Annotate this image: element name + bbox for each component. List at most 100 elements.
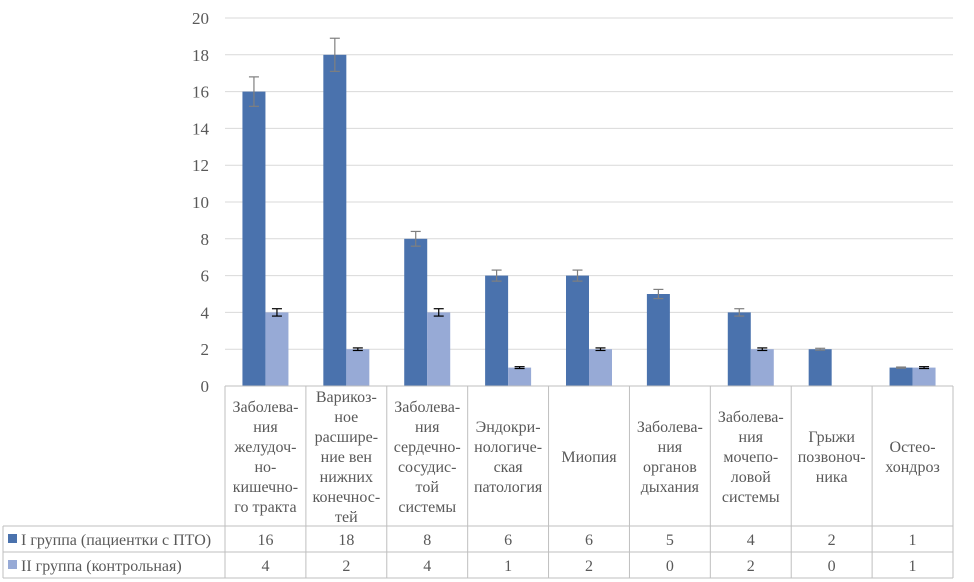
error-bar bbox=[595, 347, 606, 352]
category-label-line: Заболева- bbox=[394, 399, 460, 416]
category-label-line: ская bbox=[494, 459, 524, 476]
table-cell: 2 bbox=[585, 558, 593, 575]
category-label-line: но- bbox=[254, 459, 276, 476]
category-label-line: нижних bbox=[320, 469, 373, 486]
y-tick-label: 6 bbox=[201, 267, 210, 286]
table-cell: 2 bbox=[828, 532, 836, 549]
category-label-line: Остео- bbox=[890, 439, 936, 456]
y-tick-label: 14 bbox=[192, 119, 210, 138]
category-label-line: ловой bbox=[731, 469, 771, 486]
legend-key bbox=[8, 560, 17, 569]
bar bbox=[750, 349, 774, 386]
category-label-line: той bbox=[416, 479, 440, 496]
error-bar bbox=[271, 308, 282, 317]
y-tick-label: 4 bbox=[201, 303, 210, 322]
y-tick-label: 10 bbox=[192, 193, 209, 212]
category-label-line: мочепо- bbox=[723, 449, 778, 466]
bar bbox=[589, 349, 612, 386]
error-bar bbox=[815, 347, 826, 351]
bar bbox=[404, 238, 428, 386]
category-label: Остео-хондроз bbox=[885, 439, 939, 476]
bar bbox=[242, 91, 266, 386]
bar bbox=[566, 275, 589, 386]
category-label-line: расшире- bbox=[315, 429, 379, 446]
table-cell: 0 bbox=[828, 558, 836, 575]
category-label-line: желудоч- bbox=[233, 439, 296, 456]
category-label: Заболева-ния сердечно-сосудис-той системы bbox=[394, 399, 461, 516]
category-label-line: ника bbox=[816, 469, 848, 486]
category-label-line: конечнос- bbox=[312, 489, 380, 506]
error-bar bbox=[352, 347, 363, 352]
y-tick-label: 12 bbox=[192, 156, 209, 175]
category-label-line: Заболева- bbox=[718, 409, 784, 426]
y-tick-label: 8 bbox=[201, 230, 210, 249]
bar bbox=[427, 312, 451, 386]
table-cell: 4 bbox=[261, 558, 269, 575]
table-cell: 0 bbox=[666, 558, 674, 575]
data-table: Заболева-ния желудоч-но-кишечно-го тракта… bbox=[2, 385, 954, 579]
error-bar bbox=[248, 76, 259, 107]
category-label-line: тей bbox=[335, 509, 358, 526]
category-label: Миопия bbox=[561, 449, 617, 466]
bar bbox=[508, 367, 532, 386]
y-axis: 0 2 4 6 8 10 12 14 16 18 20 bbox=[192, 9, 210, 396]
y-tick-label: 0 bbox=[201, 377, 210, 396]
bar bbox=[727, 312, 751, 386]
bar bbox=[889, 367, 913, 386]
category-label-line: дыхания bbox=[641, 479, 700, 496]
error-bar bbox=[919, 366, 930, 370]
category-label-line: Миопия bbox=[561, 449, 617, 466]
table-cell: 4 bbox=[747, 532, 755, 549]
category-label-line: Варикоз- bbox=[316, 389, 377, 406]
category-label-line: патология bbox=[474, 479, 543, 496]
y-tick-label: 2 bbox=[201, 340, 210, 359]
category-label: Варикоз-ное расшире-ние вен нижних конечнос… bbox=[312, 389, 380, 526]
category-label-line: системы bbox=[722, 489, 780, 506]
category-label-line: нологиче- bbox=[474, 439, 542, 456]
table-cell: 1 bbox=[504, 558, 512, 575]
category-label-line: го тракта bbox=[234, 499, 296, 516]
category-label-line: ния bbox=[658, 439, 683, 456]
bar bbox=[808, 349, 832, 386]
category-label-line: ния bbox=[415, 419, 440, 436]
error-bar bbox=[734, 308, 745, 317]
category-label: Заболева-ния органов дыхания bbox=[637, 419, 703, 496]
table-cell: 4 bbox=[423, 558, 431, 575]
error-bar bbox=[491, 269, 502, 282]
bar bbox=[646, 294, 670, 386]
category-label-line: ние вен bbox=[321, 449, 373, 466]
category-label: Заболева-ния желудоч-но-кишечно-го тракта bbox=[232, 399, 298, 516]
category-label: Эндокри-нологиче-ская патология bbox=[474, 419, 543, 496]
table-cell: 5 bbox=[666, 532, 674, 549]
y-tick-label: 20 bbox=[192, 9, 209, 28]
category-label-line: хондроз bbox=[885, 459, 939, 476]
bar bbox=[912, 367, 936, 386]
bars bbox=[242, 54, 936, 387]
legend-key bbox=[8, 534, 17, 543]
table-cell: 6 bbox=[585, 532, 593, 549]
category-label-line: ное bbox=[334, 409, 358, 426]
error-bars bbox=[248, 37, 930, 370]
category-label-line: системы bbox=[398, 499, 456, 516]
category-label: Грыжи позвоноч-ника bbox=[798, 429, 866, 486]
error-bar bbox=[410, 230, 421, 247]
y-tick-label: 16 bbox=[192, 83, 209, 102]
category-label-line: Заболева- bbox=[232, 399, 298, 416]
bar bbox=[323, 54, 347, 387]
legend-label: II группа (контрольная) bbox=[21, 558, 182, 575]
category-label-line: органов bbox=[643, 459, 697, 476]
category-label-line: кишечно- bbox=[233, 479, 298, 496]
bar bbox=[346, 349, 370, 386]
y-tick-label: 18 bbox=[192, 46, 209, 65]
error-bar bbox=[514, 366, 525, 370]
table-cell: 16 bbox=[257, 532, 273, 549]
table-cell: 6 bbox=[504, 532, 512, 549]
category-label: Заболева-ния мочепо-ловой системы bbox=[718, 409, 784, 506]
error-bar bbox=[896, 366, 907, 369]
table-cell: 8 bbox=[423, 532, 431, 549]
category-label-line: позвоноч- bbox=[798, 449, 866, 466]
category-label-line: ния bbox=[253, 419, 278, 436]
category-label-line: сосудис- bbox=[398, 459, 457, 476]
error-bar bbox=[572, 269, 583, 282]
